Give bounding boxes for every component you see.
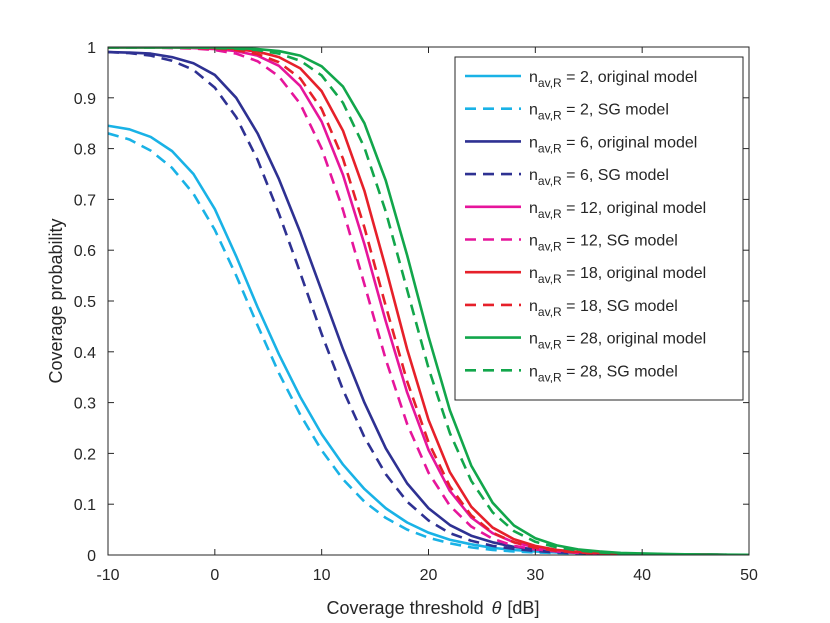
y-tick-label: 0.8 (74, 142, 96, 159)
x-tick-label: -10 (96, 567, 119, 584)
y-tick-label: 0.7 (74, 192, 96, 209)
y-tick-label: 0.1 (74, 497, 96, 514)
series-line-n6-sg (108, 50, 749, 555)
y-tick-label: 0.3 (74, 396, 96, 413)
y-tick-label: 0.6 (74, 243, 96, 260)
x-tick-label: 40 (633, 567, 651, 584)
y-tick-label: 0.5 (74, 294, 96, 311)
y-axis-label: Coverage probability (46, 218, 66, 383)
y-tick-label: 0 (87, 548, 96, 565)
x-tick-label: 0 (210, 567, 219, 584)
legend: nav,R = 2, original model nav,R = 2, SG m… (454, 56, 744, 401)
legend-entry-label: nav,R = 18, original model (529, 265, 706, 286)
y-tick-label: 1 (87, 40, 96, 57)
x-axis-label: Coverage threshold θ [dB] (327, 598, 540, 618)
legend-entry-label: nav,R = 2, original model (529, 69, 697, 90)
legend-entry-label: nav,R = 28, SG model (529, 363, 678, 384)
legend-entry-label: nav,R = 12, original model (529, 200, 706, 221)
legend-entry-label: nav,R = 28, original model (529, 331, 706, 352)
x-tick-label: 10 (313, 567, 331, 584)
legend-entry-label: nav,R = 18, SG model (529, 298, 678, 319)
y-tick-label: 0.9 (74, 91, 96, 108)
legend-box (454, 56, 744, 401)
series-line-n2-sg (108, 132, 749, 555)
legend-entry-label: nav,R = 6, SG model (529, 167, 669, 188)
x-tick-label: 20 (420, 567, 438, 584)
legend-entry-label: nav,R = 12, SG model (529, 233, 678, 254)
legend-entry-label: nav,R = 2, SG model (529, 102, 669, 123)
x-tick-label: 50 (740, 567, 758, 584)
axes-box (107, 46, 750, 556)
y-tick-label: 0.4 (74, 345, 96, 362)
x-tick-label: 30 (526, 567, 544, 584)
y-tick-label: 0.2 (74, 446, 96, 463)
legend-entry-label: nav,R = 6, original model (529, 134, 697, 155)
axis-ticks: -10 0 10 20 30 40 5000.10.20.30.40.50.60.70.80… (74, 40, 758, 584)
